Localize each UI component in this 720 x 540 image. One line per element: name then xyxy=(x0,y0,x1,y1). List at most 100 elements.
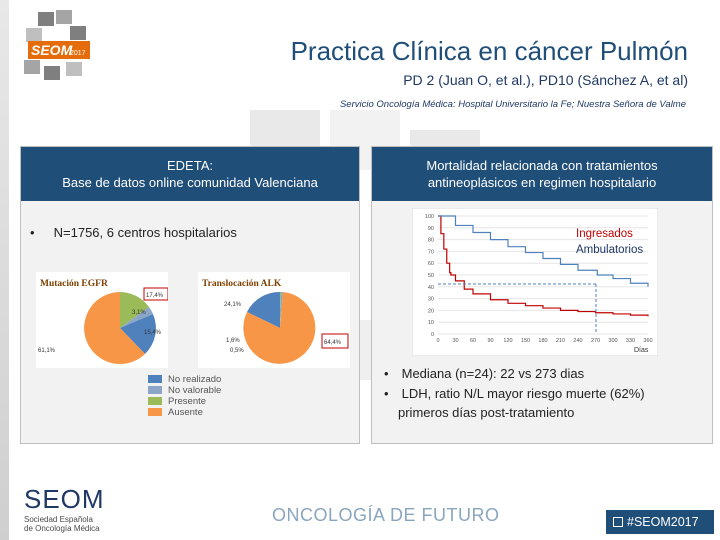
edeta-bullet: • N=1756, 6 centros hospitalarios xyxy=(30,225,237,240)
mortality-bullet-text-2: LDH, ratio N/L mayor riesgo muerte (62%) xyxy=(401,386,645,401)
seom-footer-logo: SEOM Sociedad Española de Oncología Médi… xyxy=(24,484,105,533)
y-tick-label: 0 xyxy=(431,332,434,338)
legend-item-no-valorable: No valorable xyxy=(148,384,222,396)
alk-label-no-realizado: 24,1% xyxy=(224,302,242,308)
seom-footer-title: SEOM xyxy=(24,484,105,514)
y-tick-labels: 0 10 20 30 40 50 60 70 80 90 100 xyxy=(425,214,434,338)
egfr-slice-no-valorable xyxy=(120,307,153,328)
x-tick-label: 270 xyxy=(591,338,600,344)
y-tick-label: 40 xyxy=(428,285,434,291)
egfr-pie-chart: Mutación EGFR 17,4% 3,1% 15,4% 61,1% xyxy=(36,272,168,368)
egfr-highlight-box xyxy=(143,287,168,301)
legend-label: Ausente xyxy=(168,406,203,418)
alk-slice-presente xyxy=(280,291,281,328)
series-line-ambulatorios xyxy=(438,215,649,287)
seom-footer-sub2: de Oncología Médica xyxy=(24,524,100,533)
y-tick-label: 30 xyxy=(428,297,434,303)
x-tick-label: 180 xyxy=(538,338,547,344)
y-tick-label: 80 xyxy=(428,238,434,244)
legend-swatch xyxy=(148,375,162,383)
pie-legend: No realizado No valorable Presente Ausen… xyxy=(148,374,221,418)
survival-line-chart: 0 10 20 30 40 50 60 70 80 90 100 0 30 60 90 120 150 180 2… xyxy=(412,208,658,356)
edeta-bullet-text: N=1756, 6 centros hospitalarios xyxy=(53,225,237,240)
legend-swatch xyxy=(148,386,162,394)
egfr-slice-ausente xyxy=(84,292,145,364)
y-tick-label: 50 xyxy=(428,273,434,279)
y-tick-label: 20 xyxy=(428,308,434,314)
egfr-label-presente: 17,4% xyxy=(146,293,164,299)
logo-year: 2017 xyxy=(70,50,86,57)
x-tick-label: 210 xyxy=(556,338,565,344)
alk-highlight-box xyxy=(321,333,349,349)
legend-item-presente: Presente xyxy=(148,395,221,407)
seom-2017-logo: SEOM 2017 xyxy=(24,10,90,80)
alk-pie-chart: Translocación ALK 24,1% 1,6% 0,5% 64,4% xyxy=(198,272,350,368)
x-tick-label: 240 xyxy=(573,338,582,344)
bullet-dot: • xyxy=(384,386,389,401)
bullet-dot: • xyxy=(30,225,35,240)
alk-label-presente: 1,6% xyxy=(226,338,240,344)
legend-swatch xyxy=(148,408,162,416)
x-tick-labels: 0 30 60 90 120 150 180 210 240 270 300 330 360 xyxy=(436,338,652,344)
alk-chart-title: Translocación ALK xyxy=(202,279,282,289)
egfr-label-no-realizado: 15,4% xyxy=(144,330,162,336)
hashtag-text: #SEOM2017 xyxy=(627,515,699,529)
y-tick-label: 90 xyxy=(428,226,434,232)
x-tick-label: 30 xyxy=(452,338,458,344)
service-text: Servicio Oncología Médica: Hospital Univ… xyxy=(339,99,686,110)
logo-text: SEOM xyxy=(31,42,73,58)
y-tick-label: 70 xyxy=(428,249,434,255)
x-tick-label: 90 xyxy=(487,338,493,344)
x-tick-label: 60 xyxy=(470,338,476,344)
y-tick-label: 100 xyxy=(425,214,434,220)
x-tick-label: 150 xyxy=(521,338,530,344)
mortality-bullet-text-1: Mediana (n=24): 22 vs 273 dias xyxy=(401,366,585,381)
legend-swatch xyxy=(148,397,162,405)
mortality-panel-header: Mortalidad relacionada con tratamientos … xyxy=(372,147,712,201)
alk-slice-no-valorable xyxy=(280,291,283,328)
chart-series xyxy=(438,215,649,317)
y-tick-label: 60 xyxy=(428,261,434,267)
series-label-ambulatorios: Ambulatorios xyxy=(576,244,644,256)
edeta-title: EDETA: xyxy=(167,158,213,173)
egfr-chart-title: Mutación EGFR xyxy=(40,279,108,289)
chart-background xyxy=(412,208,658,356)
legend-item-no-realizado: No realizado xyxy=(148,373,222,385)
x-axis-label: Días xyxy=(634,347,649,354)
alk-slice-no-realizado xyxy=(247,291,280,328)
x-tick-label: 360 xyxy=(643,338,652,344)
bullet-dot: • xyxy=(384,366,389,381)
egfr-label-no-valorable: 3,1% xyxy=(132,310,146,316)
mortality-bullet-text-3: primeros días post-tratamiento xyxy=(398,405,575,420)
x-tick-label: 300 xyxy=(608,338,617,344)
mortality-bullet-2: • LDH, ratio N/L mayor riesgo muerte (62… xyxy=(384,386,645,401)
egfr-slice-presente xyxy=(120,292,149,328)
hashtag-badge[interactable]: #SEOM2017 xyxy=(606,510,714,534)
mortality-title-line2: antineoplásicos en regimen hospitalario xyxy=(427,175,657,190)
left-edge-strip xyxy=(0,0,9,540)
alk-label-ausente: 64,4% xyxy=(324,340,342,346)
egfr-slice-no-realizado xyxy=(120,314,156,354)
page-title: Practica Clínica en cáncer Pulmón xyxy=(290,36,688,66)
page-subtitle: PD 2 (Juan O, et al.), PD10 (Sánchez A, … xyxy=(403,72,688,88)
mortality-title-line1: Mortalidad relacionada con tratamientos xyxy=(426,158,658,173)
x-tick-label: 0 xyxy=(436,338,439,344)
edeta-subtitle: Base de datos online comunidad Valencian… xyxy=(62,175,318,190)
y-tick-label: 10 xyxy=(428,320,434,326)
alk-slice-ausente xyxy=(243,292,316,364)
egfr-label-ausente: 61,1% xyxy=(38,348,56,354)
edeta-panel-header: EDETA: Base de datos online comunidad Va… xyxy=(21,147,359,201)
x-tick-label: 120 xyxy=(503,338,512,344)
alk-label-no-valorable: 0,5% xyxy=(230,348,244,354)
legend-label: No valorable xyxy=(168,384,222,396)
mortality-bullet-3: primeros días post-tratamiento xyxy=(398,405,574,420)
seom-footer-sub1: Sociedad Española xyxy=(24,515,93,524)
legend-label: No realizado xyxy=(168,373,222,385)
series-label-ingresados: Ingresados xyxy=(576,228,633,240)
mortality-bullet-1: • Mediana (n=24): 22 vs 273 dias xyxy=(384,366,584,381)
chart-grid xyxy=(438,215,648,335)
legend-label: Presente xyxy=(168,395,207,407)
twitter-icon xyxy=(613,517,623,527)
legend-item-ausente: Ausente xyxy=(148,406,221,418)
footer-slogan: ONCOLOGÍA DE FUTURO xyxy=(272,505,500,525)
